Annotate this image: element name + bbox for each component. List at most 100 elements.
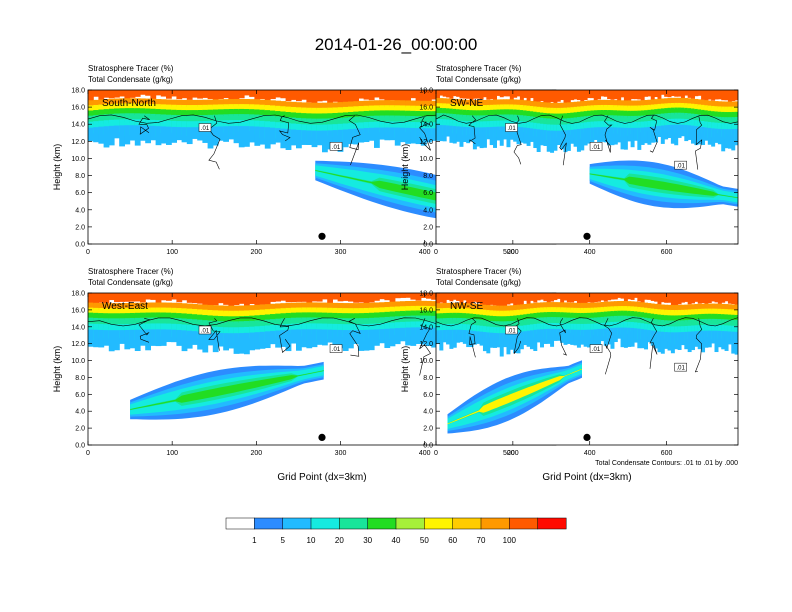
y-tick-label: 0.0 <box>423 242 433 249</box>
y-tick-label: 0.0 <box>75 242 85 249</box>
contour-label-box <box>329 344 343 353</box>
x-axis-label: Grid Point (dx=3km) <box>277 472 366 483</box>
colorbar-swatch <box>452 517 482 530</box>
panel-title-line2: Total Condensate (g/kg) <box>88 75 173 84</box>
y-tick-label: 18.0 <box>419 291 433 298</box>
y-tick-label: 16.0 <box>71 105 85 112</box>
colorbar-swatch <box>282 517 312 530</box>
panel-title-line2: Total Condensate (g/kg) <box>436 278 521 287</box>
x-tick-label: 400 <box>584 249 596 256</box>
y-tick-label: 2.0 <box>423 426 433 433</box>
x-tick-label: 100 <box>166 249 178 256</box>
contour-note: Total Condensate Contours: .01 to .01 by… <box>595 460 738 467</box>
condensate-contours <box>436 317 738 375</box>
location-marker <box>583 232 591 240</box>
contour-label: .01 <box>676 164 685 170</box>
panel-nw-se: .01 .01 .01 NW-SE 0.0 2.0 4.0 6.0 8.0 10.0 12.0 14.… <box>400 267 739 483</box>
tracer-field: .01 .01 .01 <box>436 293 738 445</box>
y-tick-label: 4.0 <box>423 207 433 214</box>
x-tick-label: 200 <box>507 450 519 457</box>
x-tick-label: 200 <box>251 450 263 457</box>
x-axis-label: Grid Point (dx=3km) <box>542 472 631 483</box>
colorbar-label: 5 <box>280 536 285 545</box>
contour-label-box <box>198 325 212 335</box>
plot-frame <box>435 292 739 446</box>
colorbar-swatch <box>537 517 567 530</box>
x-tick-label: 400 <box>419 450 431 457</box>
panel-title-line2: Total Condensate (g/kg) <box>88 278 173 287</box>
contour-label: .01 <box>332 145 341 151</box>
colorbar-swatch <box>424 517 454 530</box>
y-tick-label: 8.0 <box>75 173 85 180</box>
y-tick-label: 6.0 <box>75 190 85 197</box>
colorbar: 1 5 10 20 30 40 50 60 70 100 <box>225 517 567 545</box>
tracer-field: .01 .01 .01 <box>436 90 738 244</box>
colorbar-swatch <box>339 517 369 530</box>
colorbar-label: 30 <box>363 536 372 545</box>
location-marker <box>318 433 326 441</box>
contour-label: .01 <box>592 347 601 353</box>
panel-label: South-North <box>102 98 156 109</box>
y-axis-label: Height (km) <box>400 144 410 191</box>
y-tick-label: 14.0 <box>419 324 433 331</box>
y-tick-label: 14.0 <box>71 324 85 331</box>
x-tick-label: 100 <box>166 450 178 457</box>
location-marker <box>583 433 591 441</box>
colorbar-swatch <box>509 517 539 530</box>
colorbar-label: 50 <box>420 536 429 545</box>
y-tick-label: 4.0 <box>75 207 85 214</box>
y-tick-label: 10.0 <box>419 156 433 163</box>
y-tick-label: 12.0 <box>419 139 433 146</box>
x-tick-label: 600 <box>661 450 673 457</box>
contour-label-box <box>329 142 343 151</box>
y-tick-label: 0.0 <box>423 443 433 450</box>
contour-label: .01 <box>592 145 601 151</box>
y-tick-label: 12.0 <box>419 341 433 348</box>
y-axis-label: Height (km) <box>400 346 410 393</box>
y-tick-label: 16.0 <box>71 307 85 314</box>
x-tick-label: 300 <box>335 249 347 256</box>
colorbar-label: 70 <box>477 536 486 545</box>
y-tick-label: 8.0 <box>423 375 433 382</box>
y-tick-label: 12.0 <box>71 139 85 146</box>
colorbar-label: 60 <box>448 536 457 545</box>
colorbar-swatch <box>367 517 397 530</box>
y-tick-label: 14.0 <box>71 122 85 129</box>
condensate-contours <box>88 317 556 376</box>
contour-label-box <box>505 325 518 335</box>
figure-title: 2014-01-26_00:00:00 <box>315 35 478 54</box>
y-tick-label: 16.0 <box>419 307 433 314</box>
contour-label-box <box>674 362 687 372</box>
x-tick-label: 600 <box>661 249 673 256</box>
y-tick-label: 18.0 <box>71 88 85 95</box>
plot-frame <box>435 89 739 245</box>
panel-title-line1: Stratosphere Tracer (%) <box>436 64 522 73</box>
y-tick-label: 18.0 <box>419 88 433 95</box>
x-tick-label: 0 <box>434 450 438 457</box>
y-tick-label: 14.0 <box>419 122 433 129</box>
panel-title-line1: Stratosphere Tracer (%) <box>88 64 174 73</box>
colorbar-label: 10 <box>307 536 316 545</box>
y-tick-label: 2.0 <box>423 224 433 231</box>
location-marker <box>318 232 326 240</box>
contour-label: .01 <box>507 329 516 335</box>
x-tick-label: 0 <box>86 249 90 256</box>
colorbar-label: 100 <box>503 536 517 545</box>
colorbar-swatch <box>225 517 255 530</box>
y-tick-label: 4.0 <box>423 409 433 416</box>
y-tick-label: 6.0 <box>423 392 433 399</box>
panel-title-line1: Stratosphere Tracer (%) <box>88 267 174 276</box>
contour-label-box <box>198 123 212 132</box>
y-tick-label: 2.0 <box>75 426 85 433</box>
condensate-contours <box>88 114 556 170</box>
y-axis-label: Height (km) <box>52 346 62 393</box>
y-axis-label: Height (km) <box>52 144 62 191</box>
y-tick-label: 10.0 <box>71 156 85 163</box>
condensate-contours <box>436 114 738 170</box>
y-tick-label: 6.0 <box>75 392 85 399</box>
y-tick-label: 10.0 <box>71 358 85 365</box>
y-tick-label: 0.0 <box>75 443 85 450</box>
contour-label: .01 <box>507 126 516 132</box>
contour-label: .01 <box>201 126 210 132</box>
